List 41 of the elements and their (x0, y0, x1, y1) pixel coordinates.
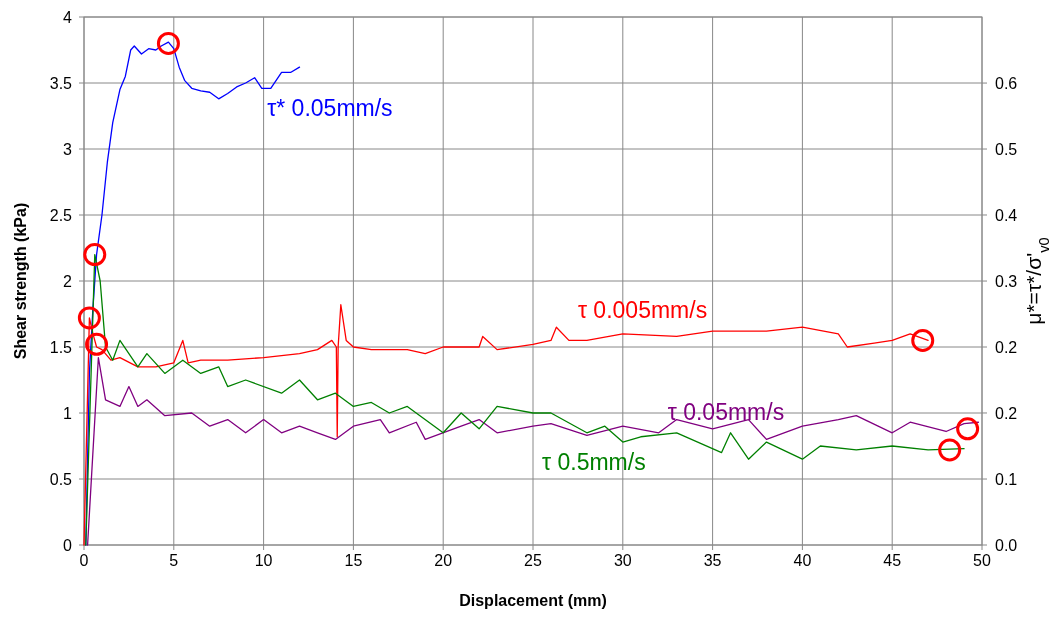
point (156, 31, 180, 55)
y-tick-label: 1 (63, 405, 73, 422)
x-tick-label: 15 (344, 552, 363, 569)
y-axis-title: Shear strength (kPa) (12, 202, 29, 360)
point (77, 306, 101, 330)
y2-tick-label: 0.4 (995, 206, 1018, 224)
x-tick-label: 5 (169, 552, 179, 569)
y2-tick-label: 0.6 (995, 75, 1018, 93)
point (85, 332, 109, 356)
series-label: τ* 0.05mm/s (267, 95, 393, 121)
x-tick-label: 10 (254, 552, 273, 569)
y2-tick-label: 0.0 (995, 537, 1018, 554)
x-tick-label: 45 (883, 552, 902, 569)
series-label: τ 0.005mm/s (577, 296, 708, 323)
x-axis-title: Displacement (mm) (459, 592, 607, 609)
y2-tick-label: 0.3 (995, 273, 1018, 291)
y-tick-label: 0 (63, 537, 73, 554)
series-label: τ 0.05mm/s (667, 398, 785, 425)
x-tick-label: 40 (793, 552, 812, 569)
x-tick-label: 35 (703, 552, 722, 569)
y2-tick-label: 0.1 (995, 471, 1018, 489)
y2-tick-label: 0.2 (995, 339, 1018, 357)
x-tick-label: 50 (973, 552, 991, 569)
point (956, 417, 980, 441)
y-tick-label: 3 (63, 141, 73, 158)
y-tick-label: 1.5 (49, 339, 73, 356)
y-tick-label: 2 (63, 273, 73, 290)
y-tick-label: 4 (63, 9, 73, 26)
x-tick-label: 20 (434, 552, 453, 569)
point (938, 438, 962, 462)
y-tick-label: 0.5 (49, 471, 73, 488)
series-label: τ 0.5mm/s (541, 448, 646, 475)
point (83, 243, 107, 267)
y2-tick-label: 0.2 (995, 404, 1018, 422)
x-tick-label: 0 (79, 552, 89, 569)
y-tick-label: 3.5 (49, 75, 73, 92)
y-tick-label: 2.5 (49, 207, 73, 224)
point (911, 328, 935, 352)
y2-tick-label: 0.5 (995, 141, 1018, 159)
x-tick-label: 25 (524, 552, 542, 569)
x-tick-label: 30 (613, 552, 632, 569)
